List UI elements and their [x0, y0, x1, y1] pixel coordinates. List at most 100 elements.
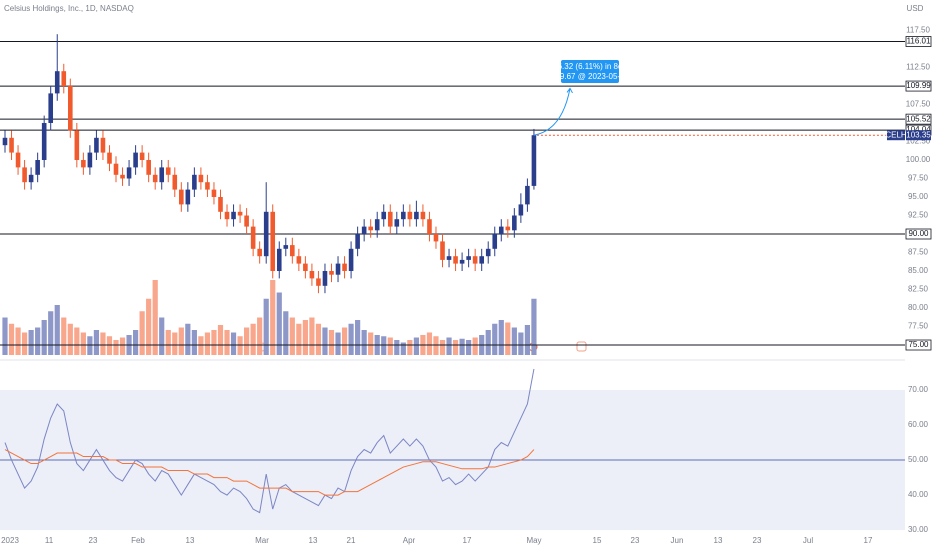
candle-body — [433, 234, 439, 242]
candle-body — [381, 211, 387, 220]
y-tick-label: 97.50 — [908, 174, 929, 183]
volume-bar — [446, 337, 452, 355]
candle-body — [263, 211, 269, 257]
volume-bar — [100, 332, 106, 355]
candle-body — [290, 245, 295, 257]
volume-bar — [459, 338, 465, 355]
volume-bar — [276, 292, 282, 355]
volume-bar — [250, 323, 256, 355]
x-tick-label: 2023 — [1, 536, 19, 545]
candle-body — [54, 71, 60, 94]
volume-bar — [466, 340, 472, 355]
volume-bar — [61, 317, 67, 355]
last-price-box — [906, 130, 931, 141]
y-tick-label: 100.00 — [906, 155, 931, 164]
candle-body — [420, 211, 426, 220]
volume-bar — [133, 330, 139, 355]
level-label-box — [905, 80, 932, 92]
rsi-line — [4, 449, 535, 496]
candle-body — [440, 241, 445, 260]
volume-bar — [511, 327, 517, 355]
candle-body — [87, 152, 93, 168]
candle-body — [139, 152, 145, 160]
volume-bar — [67, 323, 73, 355]
candle-body — [41, 122, 47, 160]
volume-bar — [302, 320, 308, 355]
volume-bar — [270, 280, 276, 355]
candle-body — [309, 271, 315, 279]
volume-bar — [335, 332, 341, 355]
candle-body — [15, 152, 21, 168]
candle-body — [81, 159, 86, 168]
y-tick-label: 40.00 — [908, 490, 929, 499]
candle-body — [485, 248, 491, 257]
candle-body — [414, 211, 419, 220]
volume-bar — [452, 340, 459, 355]
volume-bar — [309, 317, 315, 355]
x-tick-label: 13 — [714, 536, 723, 545]
y-tick-label: 112.50 — [906, 63, 930, 72]
volume-bar — [400, 342, 406, 355]
y-tick-label: 102.50 — [906, 137, 931, 146]
candle-body — [22, 167, 27, 183]
candle-body — [531, 135, 537, 186]
candle-body — [224, 211, 230, 220]
volume-bar — [48, 311, 54, 355]
candle-body — [133, 152, 138, 168]
candle-body — [459, 259, 465, 264]
y-tick-label: 50.00 — [908, 455, 929, 464]
candle-body — [250, 226, 256, 249]
x-tick-label: 23 — [631, 536, 640, 545]
volume-bar — [244, 327, 250, 355]
volume-bar — [152, 280, 158, 355]
candle-body — [387, 211, 393, 227]
candle-body — [231, 211, 236, 220]
volume-bar — [35, 327, 41, 355]
candle-body — [165, 167, 171, 175]
candle-body — [361, 226, 367, 235]
candle-body — [401, 211, 406, 220]
candle-body — [9, 137, 14, 153]
y-tick-label: 70.00 — [908, 385, 929, 394]
candle-body — [525, 185, 530, 205]
candle-body — [322, 271, 328, 286]
candle-body — [446, 256, 452, 260]
volume-bar — [407, 340, 413, 355]
x-tick-label: 21 — [347, 536, 356, 545]
volume-bar — [348, 323, 354, 355]
symbol-label: CELH — [885, 130, 907, 139]
level-label-box — [905, 339, 932, 351]
earnings-icon — [576, 341, 587, 352]
volume-bar — [217, 325, 224, 355]
volume-bar — [119, 337, 126, 355]
volume-bar — [191, 330, 197, 355]
volume-bar — [394, 340, 400, 355]
candle-body — [237, 211, 243, 216]
candle-body — [211, 189, 217, 198]
candle-body — [244, 215, 249, 227]
candle-body — [61, 71, 67, 86]
candle-body — [120, 174, 125, 179]
rsi-line — [4, 368, 535, 514]
candle-body — [466, 256, 471, 260]
candle-body — [492, 234, 498, 249]
candle-body — [205, 182, 210, 190]
volume-bar — [485, 330, 491, 355]
candle-body — [107, 152, 112, 164]
volume-bar — [172, 332, 178, 355]
level-label: 90.00 — [908, 229, 929, 238]
y-tick-label: 77.50 — [908, 322, 929, 331]
candle-body — [159, 167, 165, 183]
candle-body — [342, 263, 347, 272]
y-tick-label: 92.50 — [908, 211, 929, 220]
annotation-text: 6.32 (6.11%) in 8d — [558, 62, 623, 71]
volume-bar — [8, 323, 15, 355]
candle-body — [479, 256, 484, 264]
x-tick-label: Mar — [255, 536, 269, 545]
volume-bar — [328, 330, 335, 355]
candle-body — [303, 263, 308, 272]
x-tick-label: 23 — [753, 536, 762, 545]
volume-bar — [433, 336, 439, 355]
volume-bar — [322, 327, 328, 355]
